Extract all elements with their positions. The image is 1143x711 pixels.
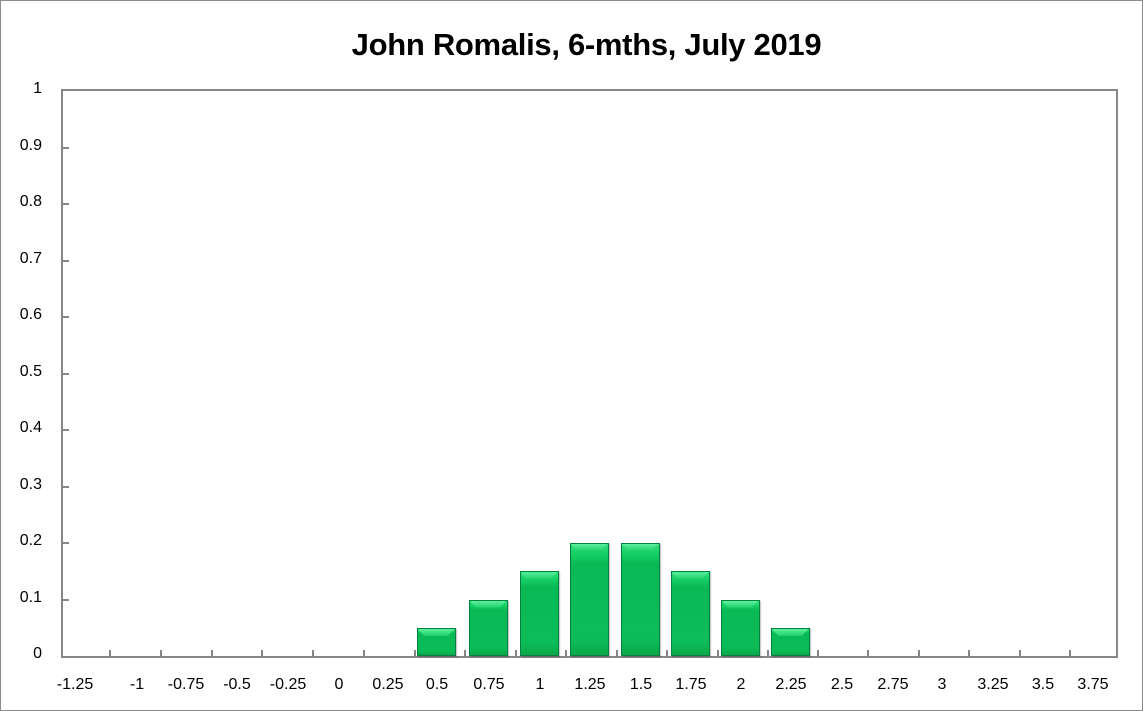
y-tick [63,429,69,431]
x-tick-label: 0.5 [425,676,449,693]
x-tick [414,650,416,656]
y-tick [63,146,69,149]
bar [519,571,559,656]
x-tick-label: 0.75 [473,676,505,693]
x-tick-label: -0.25 [269,676,307,693]
x-tick [616,650,618,656]
x-tick-label: -0.5 [223,676,251,693]
bar [720,599,760,656]
x-tick [767,650,769,656]
x-tick [565,650,567,656]
x-tick-label: 2.25 [775,676,807,693]
bar [770,627,810,656]
x-tick [968,650,970,656]
chart-title: John Romalis, 6-mths, July 2019 [351,27,822,62]
y-tick [63,598,69,601]
x-tick-label: 0 [334,676,344,693]
y-tick-label: 0.9 [19,136,42,154]
x-tick-label: -0.75 [167,676,205,693]
x-tick-label: 1.75 [675,676,707,693]
x-tick-label: 2 [736,676,746,693]
x-tick [160,650,162,656]
x-tick-label: -1 [129,676,145,693]
x-tick [817,650,819,656]
x-tick [464,650,466,656]
x-tick [261,650,263,656]
bar [620,543,660,656]
x-tick-label: 1.5 [629,676,653,693]
x-tick [918,650,920,656]
bar [670,571,710,656]
bar [569,543,609,656]
x-tick [211,650,213,656]
y-tick-label: 0.8 [19,193,42,210]
y-tick-label: 0.2 [19,532,42,549]
x-tick-label: 3.5 [1031,676,1055,693]
y-tick [63,259,69,262]
x-tick [717,650,719,656]
x-tick-label: 1 [535,676,545,693]
x-tick-label: 3.25 [977,676,1009,693]
x-tick-label: 3.75 [1077,676,1109,693]
x-tick [1019,650,1021,656]
y-tick [63,542,69,544]
y-tick-label: 0.7 [19,249,42,267]
x-tick-label: 3 [937,676,947,693]
y-tick [63,203,69,205]
x-tick [363,650,365,656]
x-tick [666,650,668,656]
x-tick-label: 2.5 [830,676,854,693]
y-tick [63,316,69,318]
x-tick [109,650,111,656]
bar [416,627,456,656]
x-tick-label: -1.25 [56,676,94,693]
y-tick-label: 0.6 [19,306,42,323]
y-tick-label: 0 [33,645,42,662]
y-tick [63,485,69,488]
x-tick [867,650,869,656]
x-tick-label: 1.25 [574,676,606,693]
y-tick-label: 0.3 [19,475,42,493]
x-tick-label: 2.75 [877,676,909,693]
x-tick [312,650,314,656]
x-tick-label: 0.25 [372,676,404,693]
y-tick-label: 0.5 [19,362,42,380]
y-tick-label: 1 [33,80,42,97]
y-tick-label: 0.1 [19,588,42,606]
bar [468,599,508,656]
y-tick-label: 0.4 [19,419,42,436]
x-tick [515,650,517,656]
y-tick [63,372,69,375]
x-tick [1069,650,1071,656]
plot-area [61,89,1118,658]
